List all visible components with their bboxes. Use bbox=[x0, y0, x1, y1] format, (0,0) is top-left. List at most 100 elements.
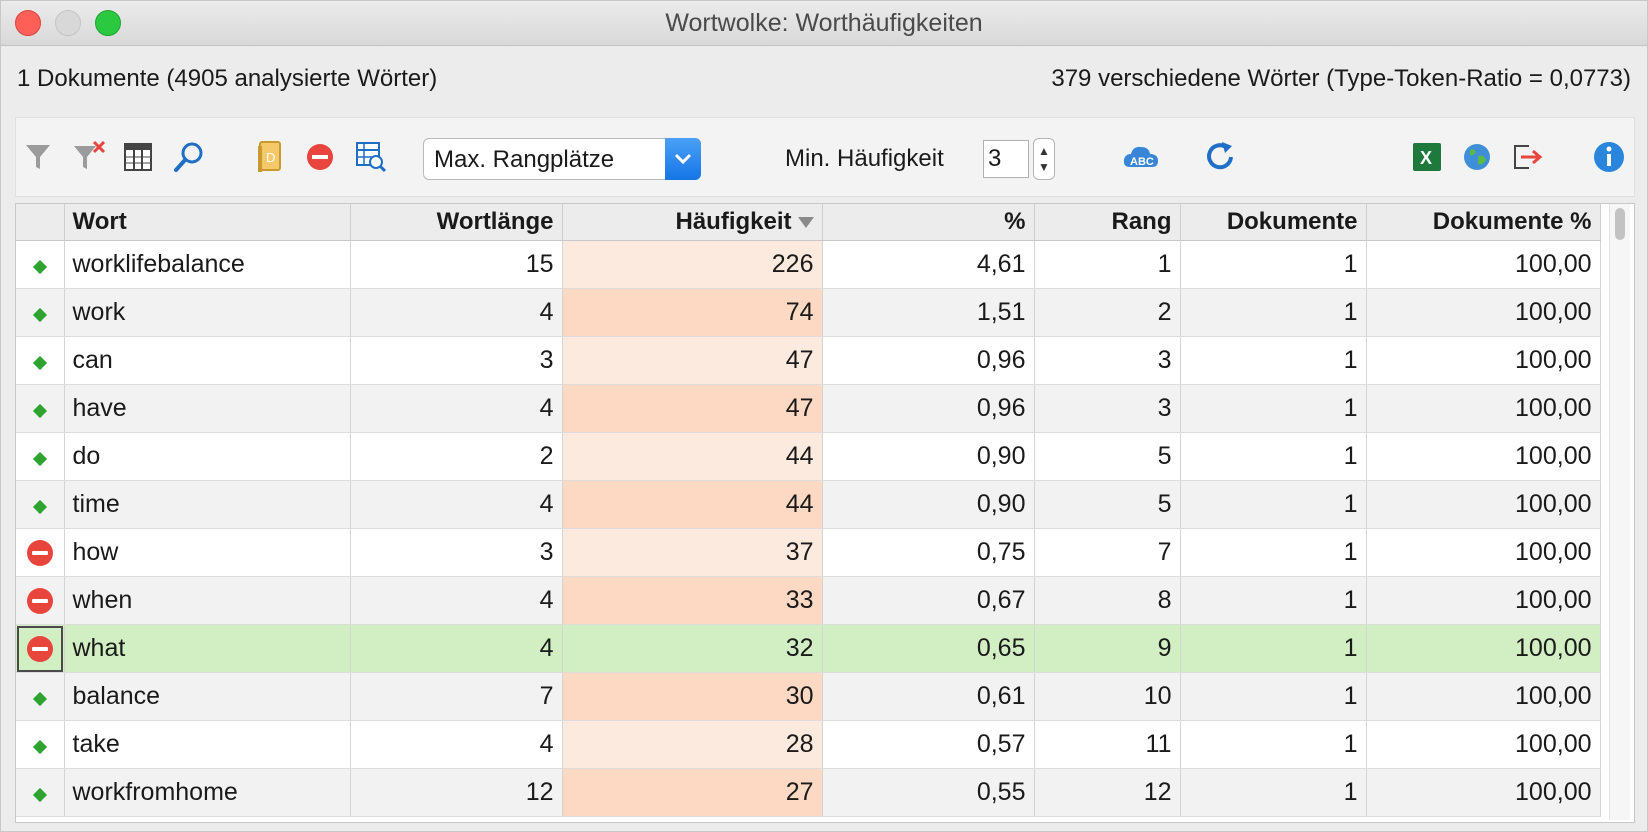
table-row[interactable]: time 4 44 0,90 5 1 100,00 bbox=[16, 480, 1601, 529]
column-header-status[interactable] bbox=[16, 204, 65, 241]
cell-documents: 1 bbox=[1180, 768, 1367, 817]
document-icon[interactable]: D bbox=[253, 117, 287, 197]
row-status-cell[interactable] bbox=[16, 576, 65, 625]
globe-icon[interactable] bbox=[1459, 117, 1495, 197]
cell-documents: 1 bbox=[1180, 672, 1367, 721]
row-status-cell[interactable] bbox=[16, 240, 65, 289]
column-header-word-length[interactable]: Wortlänge bbox=[350, 204, 563, 241]
filter-icon[interactable] bbox=[21, 117, 55, 197]
cell-word: work bbox=[64, 288, 351, 337]
row-status-cell[interactable] bbox=[16, 624, 65, 673]
cell-frequency: 226 bbox=[562, 240, 823, 289]
table-row[interactable]: do 2 44 0,90 5 1 100,00 bbox=[16, 432, 1601, 481]
cell-percent: 4,61 bbox=[822, 240, 1035, 289]
include-word-icon[interactable] bbox=[32, 307, 47, 323]
minimize-window-button[interactable] bbox=[55, 10, 81, 36]
close-window-button[interactable] bbox=[15, 10, 41, 36]
columns-icon[interactable] bbox=[121, 117, 155, 197]
table-row[interactable]: balance 7 30 0,61 10 1 100,00 bbox=[16, 672, 1601, 721]
column-header-frequency[interactable]: Häufigkeit bbox=[562, 204, 823, 241]
cell-word-length: 4 bbox=[350, 288, 563, 337]
vertical-scrollbar[interactable] bbox=[1609, 204, 1630, 820]
table-row[interactable]: how 3 37 0,75 7 1 100,00 bbox=[16, 528, 1601, 577]
table-row[interactable]: when 4 33 0,67 8 1 100,00 bbox=[16, 576, 1601, 625]
cell-percent: 0,75 bbox=[822, 528, 1035, 577]
include-word-icon[interactable] bbox=[32, 451, 47, 467]
stop-word-icon[interactable] bbox=[26, 636, 53, 663]
export-icon[interactable] bbox=[1509, 117, 1545, 197]
cell-documents: 1 bbox=[1180, 624, 1367, 673]
table-row[interactable]: take 4 28 0,57 11 1 100,00 bbox=[16, 720, 1601, 769]
cell-frequency: 47 bbox=[562, 384, 823, 433]
column-header-frequency-label: Häufigkeit bbox=[675, 208, 792, 235]
title-bar: Wortwolke: Worthäufigkeiten bbox=[1, 1, 1647, 46]
chevron-up-icon[interactable]: ▲ bbox=[1038, 144, 1050, 158]
include-word-icon[interactable] bbox=[32, 787, 47, 803]
cell-frequency: 30 bbox=[562, 672, 823, 721]
word-cloud-icon[interactable]: ABC bbox=[1121, 117, 1161, 197]
row-status-cell[interactable] bbox=[16, 288, 65, 337]
include-word-icon[interactable] bbox=[32, 355, 47, 371]
cell-word-length: 2 bbox=[350, 432, 563, 481]
column-header-percent[interactable]: % bbox=[822, 204, 1035, 241]
word-frequency-table: Wort Wortlänge Häufigkeit % Rang Dokumen… bbox=[15, 203, 1635, 823]
zoom-window-button[interactable] bbox=[95, 10, 121, 36]
cell-word: have bbox=[64, 384, 351, 433]
chevron-down-icon[interactable] bbox=[665, 138, 701, 180]
min-frequency-input[interactable] bbox=[983, 140, 1029, 178]
stop-list-icon[interactable] bbox=[303, 117, 337, 197]
window-title: Wortwolke: Worthäufigkeiten bbox=[665, 9, 983, 37]
cell-documents-percent: 100,00 bbox=[1366, 720, 1601, 769]
cell-rank: 9 bbox=[1034, 624, 1181, 673]
scrollbar-thumb[interactable] bbox=[1615, 208, 1625, 240]
column-header-documents[interactable]: Dokumente bbox=[1180, 204, 1367, 241]
max-rank-select[interactable]: Max. Rangplätze bbox=[423, 138, 701, 180]
table-row[interactable]: what 4 32 0,65 9 1 100,00 bbox=[16, 624, 1601, 673]
info-icon[interactable] bbox=[1591, 117, 1627, 197]
clear-filter-icon[interactable] bbox=[71, 117, 107, 197]
search-icon[interactable] bbox=[171, 117, 207, 197]
cell-percent: 0,90 bbox=[822, 432, 1035, 481]
cell-rank: 11 bbox=[1034, 720, 1181, 769]
sort-descending-icon bbox=[797, 217, 814, 229]
cell-documents-percent: 100,00 bbox=[1366, 432, 1601, 481]
cell-word: when bbox=[64, 576, 351, 625]
stop-word-icon[interactable] bbox=[26, 588, 53, 615]
table-search-icon[interactable] bbox=[353, 117, 389, 197]
column-header-documents-percent[interactable]: Dokumente % bbox=[1366, 204, 1601, 241]
table-row[interactable]: workfromhome 12 27 0,55 12 1 100,00 bbox=[16, 768, 1601, 817]
row-status-cell[interactable] bbox=[16, 768, 65, 817]
table-row[interactable]: worklifebalance 15 226 4,61 1 1 100,00 bbox=[16, 240, 1601, 289]
row-status-cell[interactable] bbox=[16, 528, 65, 577]
stop-word-icon[interactable] bbox=[26, 540, 53, 567]
include-word-icon[interactable] bbox=[32, 739, 47, 755]
include-word-icon[interactable] bbox=[32, 403, 47, 419]
cell-percent: 0,61 bbox=[822, 672, 1035, 721]
column-header-rank[interactable]: Rang bbox=[1034, 204, 1181, 241]
cell-word: time bbox=[64, 480, 351, 529]
table-row[interactable]: work 4 74 1,51 2 1 100,00 bbox=[16, 288, 1601, 337]
cell-documents: 1 bbox=[1180, 432, 1367, 481]
cell-documents-percent: 100,00 bbox=[1366, 528, 1601, 577]
column-header-word[interactable]: Wort bbox=[64, 204, 351, 241]
excel-icon[interactable]: X bbox=[1409, 117, 1445, 197]
table-row[interactable]: can 3 47 0,96 3 1 100,00 bbox=[16, 336, 1601, 385]
cell-documents: 1 bbox=[1180, 336, 1367, 385]
include-word-icon[interactable] bbox=[32, 499, 47, 515]
chevron-down-icon[interactable]: ▼ bbox=[1038, 160, 1050, 174]
row-status-cell[interactable] bbox=[16, 720, 65, 769]
include-word-icon[interactable] bbox=[32, 259, 47, 275]
row-status-cell[interactable] bbox=[16, 432, 65, 481]
row-status-cell[interactable] bbox=[16, 672, 65, 721]
table-row[interactable]: have 4 47 0,96 3 1 100,00 bbox=[16, 384, 1601, 433]
row-status-cell[interactable] bbox=[16, 480, 65, 529]
cell-rank: 12 bbox=[1034, 768, 1181, 817]
row-status-cell[interactable] bbox=[16, 384, 65, 433]
refresh-icon[interactable] bbox=[1201, 117, 1241, 197]
row-status-cell[interactable] bbox=[16, 336, 65, 385]
cell-rank: 3 bbox=[1034, 384, 1181, 433]
include-word-icon[interactable] bbox=[32, 691, 47, 707]
cell-word-length: 4 bbox=[350, 720, 563, 769]
min-frequency-stepper[interactable]: ▲ ▼ bbox=[1033, 138, 1055, 180]
